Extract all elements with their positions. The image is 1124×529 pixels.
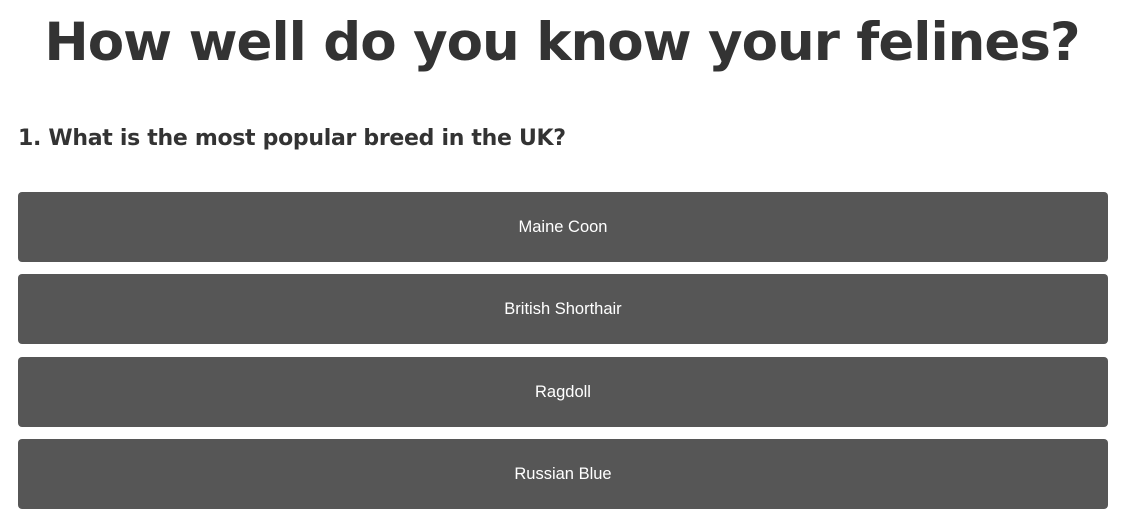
quiz-title: How well do you know your felines? <box>44 12 1080 73</box>
answer-button-ragdoll[interactable]: Ragdoll <box>18 357 1108 427</box>
answer-list: Maine Coon British Shorthair Ragdoll Rus… <box>18 192 1108 521</box>
question-text: 1. What is the most popular breed in the… <box>18 126 566 151</box>
answer-button-russian-blue[interactable]: Russian Blue <box>18 439 1108 509</box>
answer-button-maine-coon[interactable]: Maine Coon <box>18 192 1108 262</box>
answer-button-british-shorthair[interactable]: British Shorthair <box>18 274 1108 344</box>
